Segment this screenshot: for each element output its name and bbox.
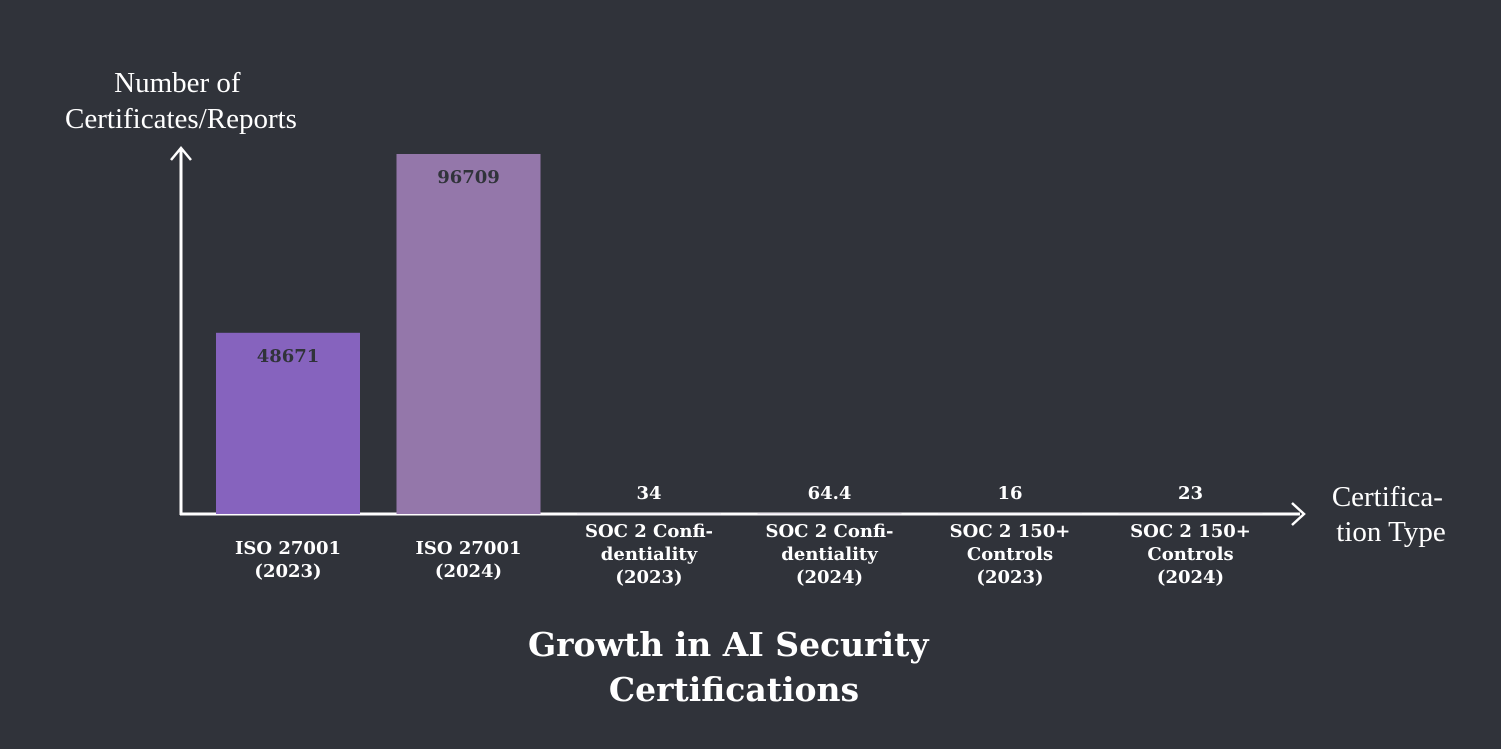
x-axis-title: Certifica- tion Type [1332, 481, 1450, 548]
value-label-4: 64.4 [808, 483, 852, 504]
value-label-5: 16 [997, 483, 1022, 504]
value-label-2: 96709 [437, 167, 500, 188]
y-axis-title: Number of Certificates/Reports [65, 67, 297, 135]
tick-label-4: SOC 2 Confi-dentiality (2024) [765, 521, 893, 588]
tick-labels-group: ISO 27001 (2023) ISO 27001 (2024) SOC 2 Conf… [235, 521, 1251, 588]
tick-label-5: SOC 2 150+ Controls (2023) [950, 521, 1071, 588]
chart-title: Growth in AI Security Certifications [528, 625, 940, 709]
y-axis-arrow [170, 146, 192, 161]
bar-2 [396, 154, 541, 514]
tick-label-3: SOC 2 Confi-dentiality (2023) [585, 521, 713, 588]
value-label-6: 23 [1178, 483, 1203, 504]
axes [170, 146, 1306, 526]
tick-label-1: ISO 27001 (2023) [235, 538, 341, 582]
value-label-1: 48671 [257, 346, 320, 367]
bar-1 [216, 332, 360, 514]
bars-group [216, 154, 1263, 515]
value-labels-group: 48671 96709 34 64.4 16 23 [257, 167, 1203, 504]
value-label-3: 34 [636, 483, 661, 504]
x-axis-arrow [1291, 502, 1306, 526]
tick-label-6: SOC 2 150+ Controls (2024) [1130, 521, 1251, 588]
tick-label-2: ISO 27001 (2024) [416, 538, 522, 582]
